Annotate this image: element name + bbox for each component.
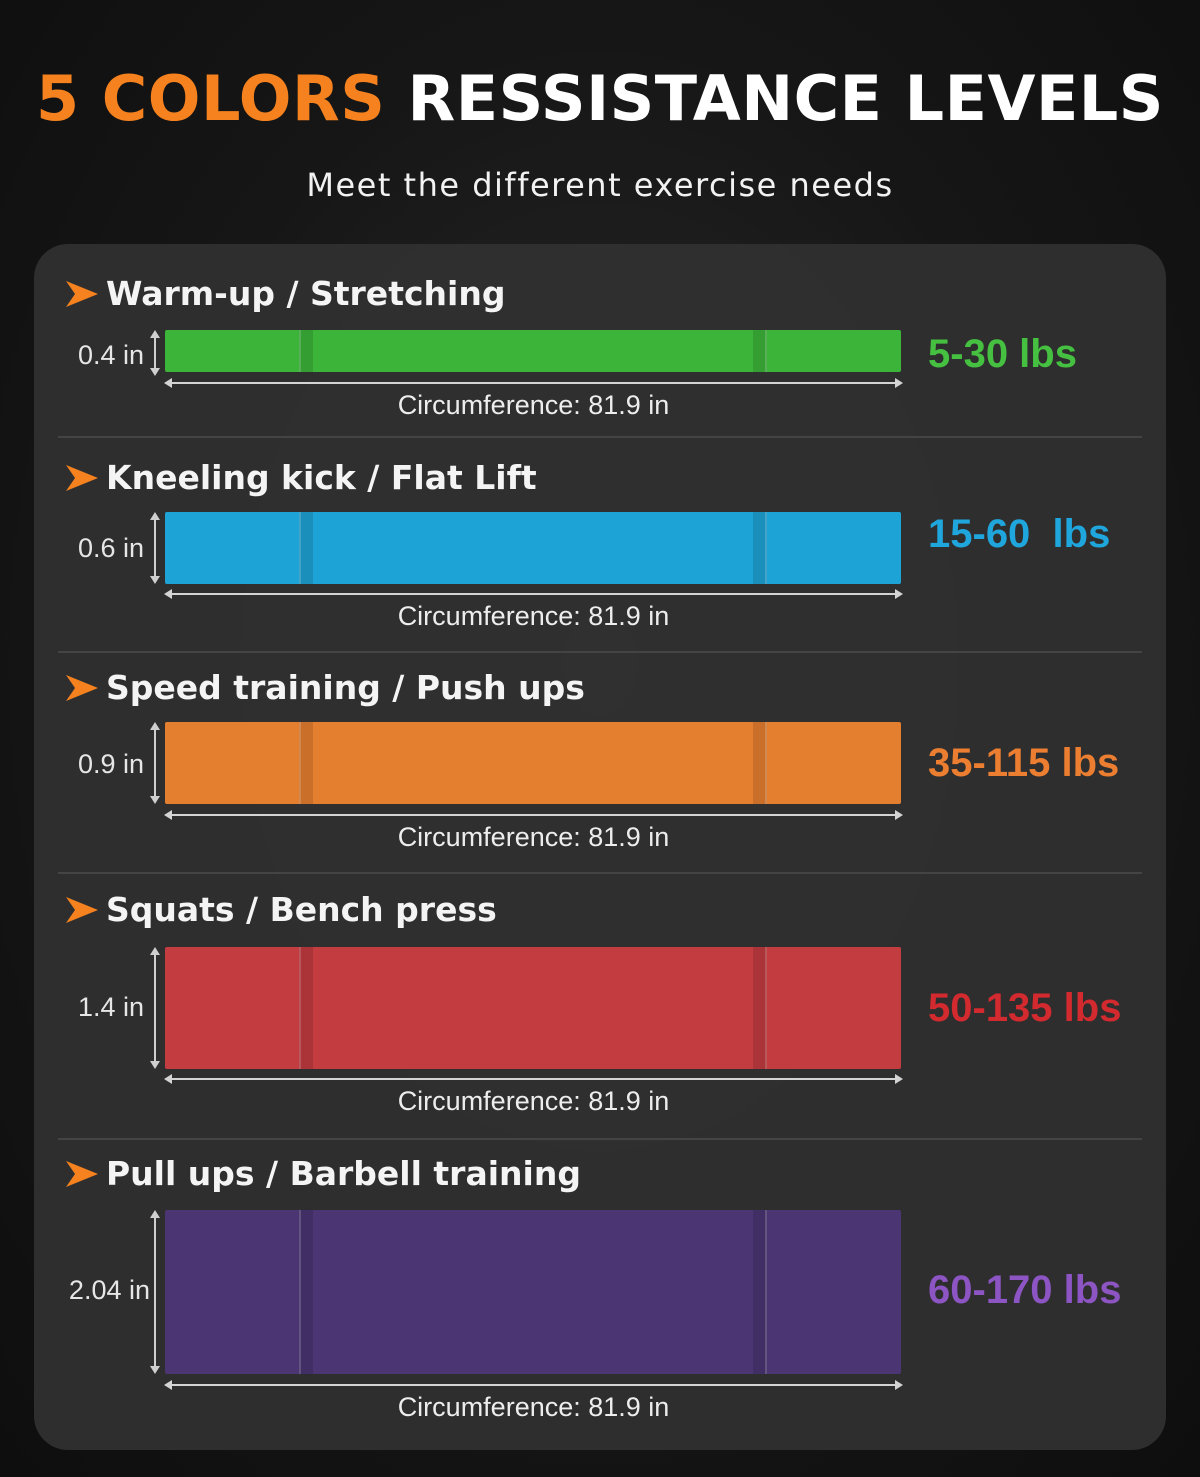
band-resistance: 15-60 lbs [928,512,1111,556]
band-resistance: 35-115 lbs [928,741,1120,785]
band-circumference: Circumference: 81.9 in [397,1392,670,1422]
circumference-dimension-arrow [164,1074,903,1084]
orange-arrow-icon [66,896,98,923]
band-resistance: 5-30 lbs [928,332,1077,376]
circumference-dimension-arrow [164,378,903,388]
thickness-dimension-arrow [150,330,160,376]
band-thickness: 0.4 in [77,340,144,370]
orange-arrow-icon [66,674,98,701]
band-red [165,947,901,1069]
band-blue [165,512,901,584]
circumference-dimension-arrow [164,1380,903,1390]
band-use-title: Kneeling kick / Flat Lift [66,458,537,497]
circumference-dimension-arrow [164,810,903,820]
thickness-dimension-arrow [150,947,160,1069]
orange-arrow-icon [66,280,98,307]
row-divider [58,1138,1142,1140]
orange-arrow-icon [66,464,98,491]
bands-panel: Warm-up / Stretching 0.4 in Circumferenc… [34,244,1166,1450]
band-use-title: Pull ups / Barbell training [66,1154,581,1193]
band-circumference: Circumference: 81.9 in [397,390,670,420]
band-green [165,330,901,372]
page-title: 5 COLORS RESSISTANCE LEVELS [0,62,1200,135]
band-use-title: Warm-up / Stretching [66,274,505,313]
band-circumference: Circumference: 81.9 in [397,601,670,631]
band-resistance: 60-170 lbs [928,1268,1122,1312]
thickness-dimension-arrow [150,722,160,804]
thickness-dimension-arrow [150,512,160,584]
band-thickness: 0.6 in [77,533,144,563]
row-divider [58,872,1142,874]
band-thickness: 1.4 in [77,992,144,1022]
band-orange [165,722,901,804]
title-rest: RESSISTANCE LEVELS [407,62,1164,135]
band-thickness: 2.04 in [68,1275,150,1305]
band-thickness: 0.9 in [77,749,144,779]
row-divider [58,651,1142,653]
band-resistance: 50-135 lbs [928,986,1122,1030]
band-use-title: Squats / Bench press [66,890,497,929]
thickness-dimension-arrow [150,1210,160,1374]
band-use-title: Speed training / Push ups [66,668,585,707]
band-circumference: Circumference: 81.9 in [397,1086,670,1116]
title-accent: 5 COLORS [36,62,386,135]
circumference-dimension-arrow [164,589,903,599]
band-purple [165,1210,901,1374]
page-subtitle: Meet the different exercise needs [306,166,894,204]
orange-arrow-icon [66,1160,98,1187]
row-divider [58,436,1142,438]
band-circumference: Circumference: 81.9 in [397,822,670,852]
